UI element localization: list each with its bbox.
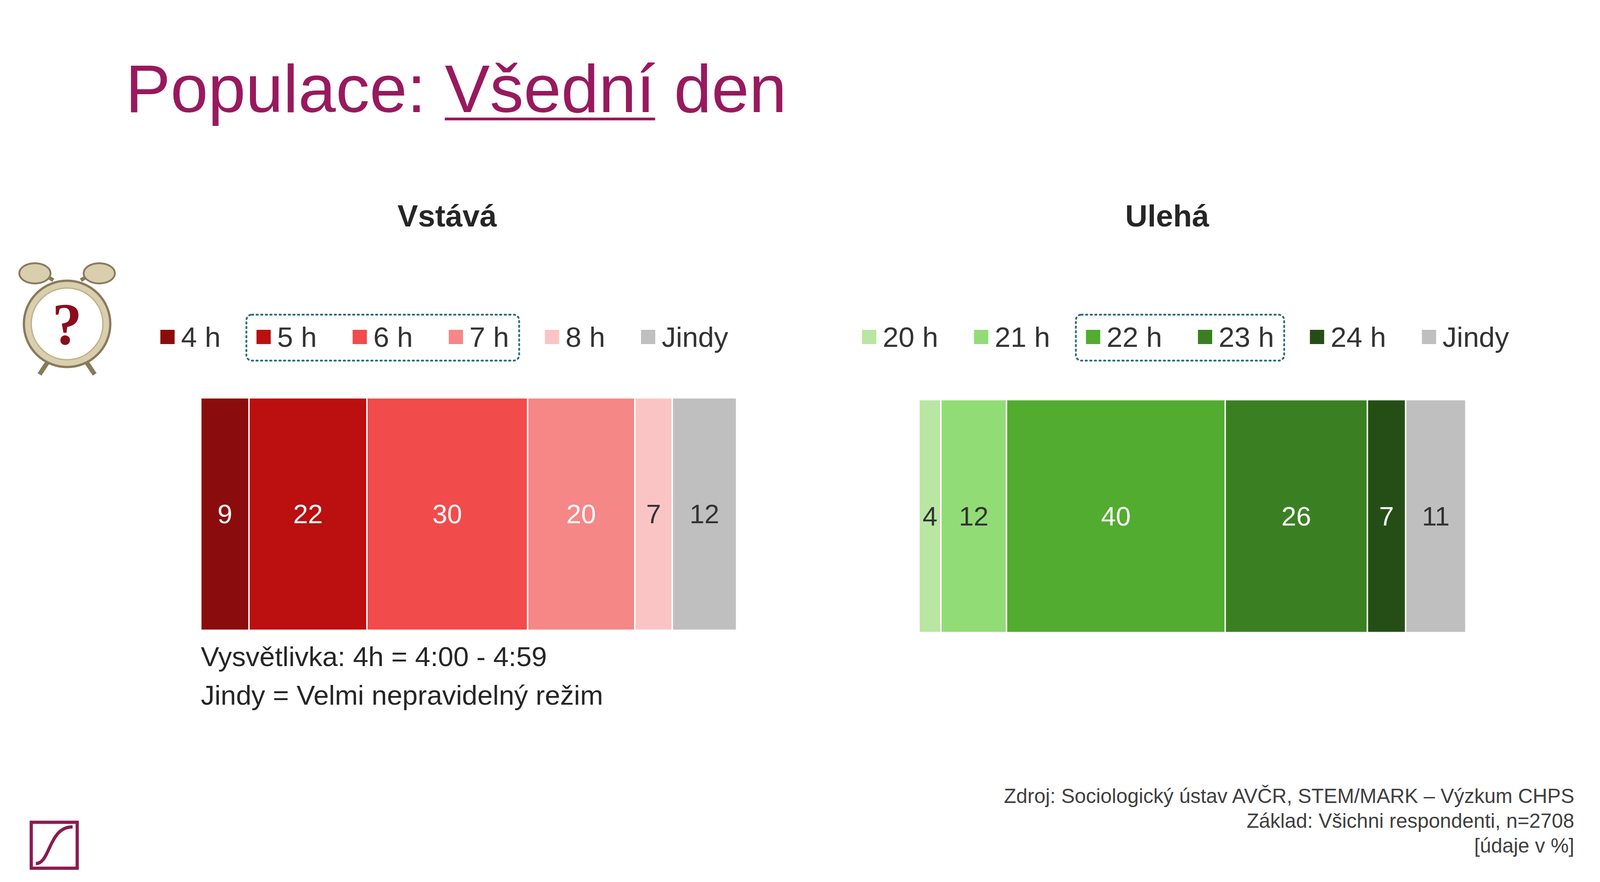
legend-label: Jindy: [661, 321, 729, 353]
title: den: [674, 51, 787, 127]
legend-swatch: [1310, 329, 1325, 345]
bar-segment: [1225, 399, 1368, 633]
data-label: 4: [922, 501, 938, 532]
clock-rim: [23, 280, 111, 368]
legend-swatch: [862, 329, 877, 345]
legend-swatch: [544, 329, 560, 345]
title: Všední: [444, 51, 656, 127]
bar-segment: [672, 397, 737, 631]
bar-segment: [941, 399, 1007, 633]
data-label: 11: [1421, 501, 1450, 532]
legend-highlight: [1075, 314, 1284, 361]
data-label: 22: [293, 499, 324, 529]
slide: Populace:Všedníden? Vstává 4 h 5 h 6 h 7 h 8 h…: [0, 0, 1600, 882]
chart-panel: Ulehá 20 h 21 h 22 h 23 h 24 h Jindy 4 12 40 26 7 11: [862, 198, 1510, 633]
legend-label: 8 h: [565, 321, 606, 353]
note: Jindy = Velmi nepravidelný režim: [200, 680, 603, 711]
bars: [919, 399, 1466, 633]
data-label: 20: [566, 499, 597, 529]
legend-swatch: [1197, 329, 1213, 345]
legend-label: 21 h: [994, 321, 1051, 353]
legend-label: 22 h: [1106, 321, 1163, 353]
logo-frame: [31, 822, 78, 869]
data-label: 9: [217, 499, 233, 529]
bar-segment: [200, 397, 250, 631]
data-label: 12: [958, 501, 989, 532]
source: Základ: Všichni respondenti, n=2708: [1246, 809, 1575, 833]
note: Vysvětlivka: 4h = 4:00 - 4:59: [200, 641, 547, 673]
bars: [200, 397, 737, 631]
legend-swatch: [1421, 329, 1436, 345]
legend: 20 h 21 h 22 h 23 h 24 h Jindy: [862, 314, 1510, 361]
source: Zdroj: Sociologický ústav AVČR, STEM/MAR…: [1004, 784, 1575, 808]
clock-bell: [19, 263, 51, 284]
data-labels: 9 22 30 20 7 12: [217, 499, 720, 529]
bar-segment: [1006, 399, 1226, 633]
legend-label: 24 h: [1330, 321, 1387, 353]
bar-segment: [634, 397, 673, 631]
legend-swatch: [448, 329, 464, 345]
legend: 4 h 5 h 6 h 7 h 8 h Jindy: [160, 314, 729, 361]
data-label: 30: [432, 499, 463, 529]
legend-swatch: [352, 329, 367, 345]
chart-panel: Vstává 4 h 5 h 6 h 7 h 8 h Jindy 9 22 30 20 7 12: [160, 198, 737, 631]
data-label: 40: [1100, 501, 1131, 532]
bar-segment: [527, 397, 635, 631]
data-label: 12: [689, 499, 720, 529]
legend-highlight: [246, 314, 520, 361]
legend-swatch: [974, 329, 989, 345]
title-underline: [444, 117, 656, 121]
clock-bell: [83, 263, 115, 284]
data-labels: 4 12 40 26 7 11: [922, 501, 1450, 532]
legend-label: 5 h: [277, 321, 317, 353]
data-label: 26: [1281, 501, 1312, 532]
logo-curve: [35, 827, 73, 864]
legend-swatch: [160, 329, 175, 345]
source: [údaje v %]: [1474, 834, 1575, 857]
logo: [31, 822, 78, 869]
legend-label: 6 h: [373, 321, 413, 353]
bar-segment: [366, 397, 528, 631]
legend-swatch: [641, 329, 656, 345]
clock-icon: [19, 263, 115, 375]
icon-text: ?: [52, 290, 83, 358]
bar-segment: [1405, 399, 1466, 633]
chart-title: Vstává: [397, 198, 498, 233]
legend-label: 7 h: [469, 321, 510, 353]
data-label: 7: [646, 499, 661, 529]
bar-segment: [919, 399, 942, 633]
legend-label: 4 h: [181, 321, 221, 353]
bar-segment: [1367, 399, 1406, 633]
title: Populace:: [125, 51, 426, 127]
chart-title: Ulehá: [1125, 198, 1210, 233]
legend-swatch: [256, 329, 271, 345]
bar-segment: [249, 397, 368, 631]
clock-face: [31, 288, 103, 360]
legend-label: Jindy: [1442, 321, 1510, 353]
legend-swatch: [1085, 329, 1101, 345]
data-label: 7: [1378, 501, 1394, 532]
legend-label: 20 h: [882, 321, 939, 353]
legend-label: 23 h: [1218, 321, 1275, 353]
background: [0, 0, 1600, 882]
